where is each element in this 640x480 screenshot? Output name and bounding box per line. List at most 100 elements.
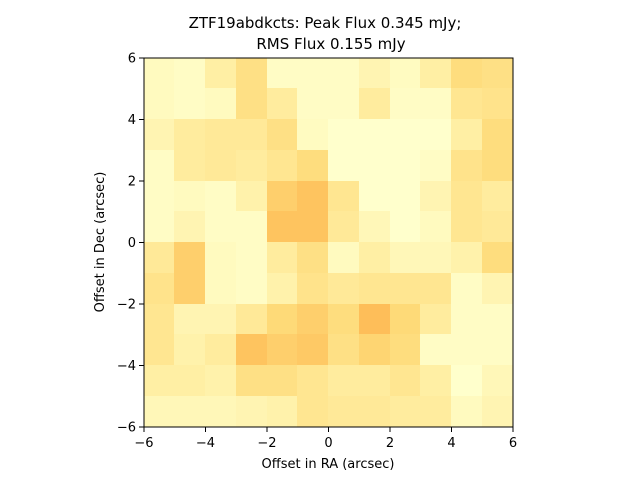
heatmap-cell (328, 365, 360, 397)
heatmap-cell (205, 150, 237, 181)
heatmap-cell (297, 58, 329, 89)
heatmap-cell (482, 181, 513, 212)
x-tick-label: 6 (509, 436, 517, 451)
heatmap-cell (451, 304, 483, 335)
heatmap-cell (267, 304, 298, 335)
heatmap-cell (328, 150, 360, 181)
heatmap-cell (328, 119, 360, 151)
chart-title-line2: RMS Flux 0.155 mJy (256, 35, 405, 53)
x-tick-label: −4 (196, 436, 215, 451)
y-tick-label: 0 (128, 236, 136, 251)
heatmap-cell (174, 181, 206, 212)
heatmap-cell (359, 211, 390, 243)
heatmap-cell (359, 242, 390, 274)
heatmap-cell (328, 304, 360, 335)
x-tick-label: 4 (447, 436, 455, 451)
heatmap-cell (420, 150, 452, 181)
heatmap-cell (205, 334, 237, 366)
heatmap-cell (174, 396, 206, 427)
y-tick-label: 2 (128, 175, 136, 190)
x-tick-label: −2 (257, 436, 276, 451)
heatmap-cell (236, 150, 267, 181)
heatmap-cell (236, 181, 267, 212)
heatmap-cell (451, 58, 483, 89)
heatmap-cell (236, 396, 267, 427)
heatmap-cell (174, 119, 206, 151)
heatmap-cell (359, 396, 390, 427)
heatmap-cell (420, 304, 452, 335)
heatmap-cell (451, 396, 483, 427)
x-axis-ticks: −6 −4 −2 0 2 4 6 (134, 427, 517, 451)
heatmap-cell (328, 88, 360, 120)
heatmap-cell (390, 88, 421, 120)
heatmap-cell (205, 211, 237, 243)
heatmap-cell (420, 58, 452, 89)
x-tick-label: 0 (324, 436, 332, 451)
heatmap-cell (420, 119, 452, 151)
heatmap-cell (420, 88, 452, 120)
heatmap-cell (144, 396, 175, 427)
heatmap-cell (297, 181, 329, 212)
heatmap-cell (482, 119, 513, 151)
heatmap-cell (359, 181, 390, 212)
heatmap-cell (482, 334, 513, 366)
y-tick-label: −2 (117, 298, 136, 313)
heatmap-cell (174, 365, 206, 397)
heatmap-cell (267, 58, 298, 89)
heatmap-cell (174, 273, 206, 304)
heatmap-cell (144, 365, 175, 397)
heatmap-cell (144, 119, 175, 151)
heatmap-cell (420, 273, 452, 304)
heatmap-cell (390, 273, 421, 304)
heatmap-cell (297, 119, 329, 151)
heatmap-cell (359, 150, 390, 181)
heatmap-cell (359, 58, 390, 89)
y-tick-label: −6 (117, 421, 136, 436)
heatmap-cell (390, 334, 421, 366)
heatmap-cell (328, 396, 360, 427)
x-tick-label: 2 (386, 436, 394, 451)
heatmap-cell (359, 334, 390, 366)
heatmap-cells (144, 58, 513, 427)
heatmap-cell (420, 396, 452, 427)
heatmap-cell (144, 58, 175, 89)
heatmap-cell (390, 58, 421, 89)
heatmap-cell (451, 181, 483, 212)
heatmap-cell (420, 181, 452, 212)
heatmap-cell (267, 334, 298, 366)
heatmap-cell (205, 181, 237, 212)
heatmap-cell (328, 334, 360, 366)
heatmap-cell (267, 396, 298, 427)
heatmap-cell (236, 211, 267, 243)
heatmap-cell (359, 119, 390, 151)
heatmap-cell (144, 211, 175, 243)
heatmap-cell (451, 88, 483, 120)
heatmap-cell (297, 396, 329, 427)
heatmap-cell (482, 396, 513, 427)
heatmap-cell (205, 396, 237, 427)
heatmap-cell (328, 181, 360, 212)
y-tick-label: 4 (128, 113, 136, 128)
x-tick-label: −6 (134, 436, 153, 451)
heatmap-cell (174, 88, 206, 120)
heatmap-cell (174, 304, 206, 335)
heatmap-cell (390, 150, 421, 181)
heatmap-cell (174, 58, 206, 89)
chart-title-line1: ZTF19abdkcts: Peak Flux 0.345 mJy; (189, 14, 462, 32)
heatmap-cell (359, 273, 390, 304)
heatmap-cell (482, 304, 513, 335)
heatmap-cell (420, 242, 452, 274)
heatmap-cell (482, 242, 513, 274)
heatmap-cell (390, 242, 421, 274)
heatmap-cell (144, 88, 175, 120)
heatmap-cell (236, 119, 267, 151)
heatmap-cell (359, 365, 390, 397)
y-axis-ticks: −6 −4 −2 0 2 4 6 (117, 52, 144, 436)
heatmap-cell (267, 150, 298, 181)
heatmap-cell (390, 396, 421, 427)
heatmap-cell (328, 211, 360, 243)
heatmap-cell (236, 88, 267, 120)
y-tick-label: −4 (117, 359, 136, 374)
heatmap-cell (267, 88, 298, 120)
